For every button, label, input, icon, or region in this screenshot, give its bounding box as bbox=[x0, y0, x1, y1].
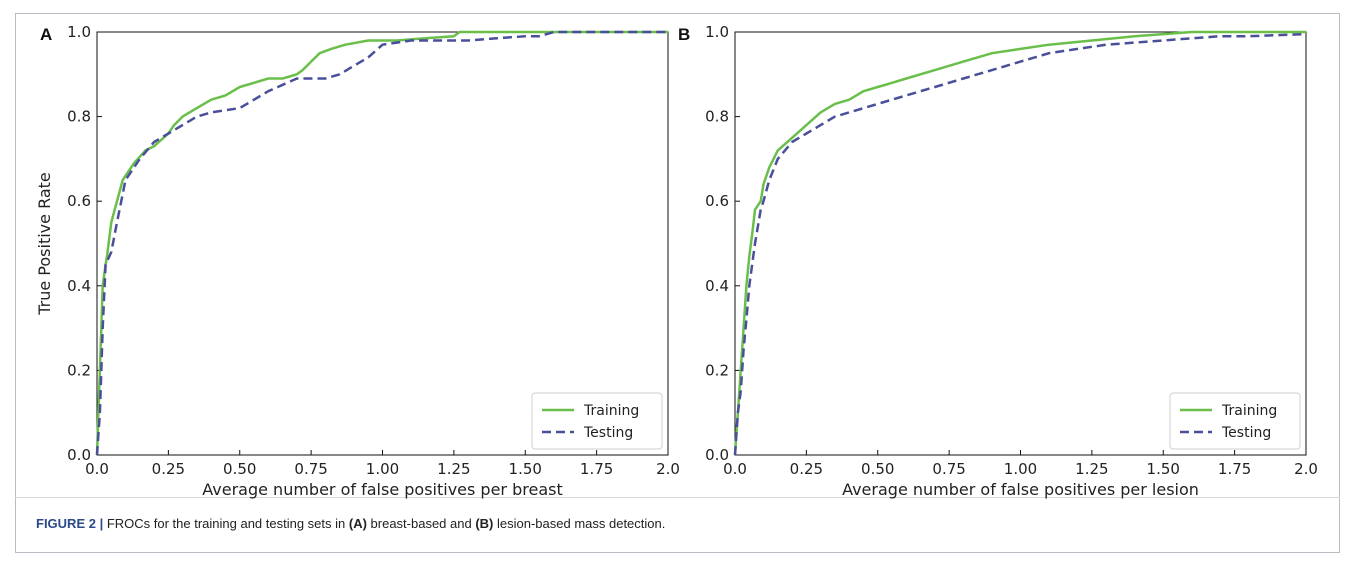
panel-b-series-testing bbox=[733, 32, 1307, 456]
caption-text-2: breast-based and bbox=[366, 516, 476, 531]
panel-b-series-training bbox=[733, 30, 1306, 456]
panel-b-x-tick-label: 0.50 bbox=[861, 460, 894, 478]
panel-b-x-tick-label: 1.50 bbox=[1147, 460, 1180, 478]
panel-a-y-axis-label: True Positive Rate bbox=[35, 172, 54, 316]
panel-b-x-axis-label: Average number of false positives per le… bbox=[842, 480, 1199, 499]
panel-b-x-tick-label: 1.00 bbox=[1004, 460, 1037, 478]
panel-a: A 0.0 0.25 0.50 0.75 1.00 1.25 1.50 1.75 2.0 0.0 0.… bbox=[35, 23, 680, 499]
caption-separator bbox=[15, 497, 1340, 498]
panel-a-x-tick-label: 0.50 bbox=[223, 460, 256, 478]
figure-caption: FIGURE 2 | FROCs for the training and te… bbox=[36, 516, 665, 531]
panel-b-y-tick-label: 0.6 bbox=[705, 192, 729, 210]
panel-b-x-tick-label: 0.75 bbox=[932, 460, 965, 478]
panel-a-y-tick-label: 0.2 bbox=[67, 361, 91, 379]
panel-b-x-tick-label: 0.25 bbox=[790, 460, 823, 478]
panel-a-legend-label-testing: Testing bbox=[583, 425, 633, 441]
panel-a-x-tick-label: 2.0 bbox=[656, 460, 680, 478]
panel-b-x-tick-label: 2.0 bbox=[1294, 460, 1318, 478]
panel-b-x-tick-label: 1.75 bbox=[1218, 460, 1251, 478]
panel-a-x-tick-label: 0.75 bbox=[294, 460, 327, 478]
caption-ref-a: (A) bbox=[348, 516, 367, 531]
panel-b-y-tick-label: 0.2 bbox=[705, 361, 729, 379]
panel-a-y-tick-label: 0.6 bbox=[67, 192, 91, 210]
panel-a-series-testing bbox=[95, 30, 668, 456]
panel-a-x-tick-label: 1.50 bbox=[509, 460, 542, 478]
panel-b-legend-label-testing: Testing bbox=[1221, 425, 1271, 441]
panel-b-y-tick-label: 0.0 bbox=[705, 446, 729, 464]
panel-b-legend-label-training: Training bbox=[1221, 403, 1277, 419]
panel-b-x-tick-label: 1.25 bbox=[1075, 460, 1108, 478]
panel-a-plot-frame bbox=[96, 31, 669, 456]
panel-a-y-tick-label: 1.0 bbox=[67, 23, 91, 41]
panel-b-y-tick-label: 0.8 bbox=[705, 108, 729, 126]
panel-b-x-tick-label: 0.0 bbox=[723, 460, 747, 478]
panel-b: B 0.0 0.25 0.50 0.75 1.00 1.25 1.50 1.75 2.0 0.0 0.… bbox=[678, 23, 1318, 499]
panel-b-y-tick-label: 1.0 bbox=[705, 23, 729, 41]
caption-ref-b: (B) bbox=[475, 516, 494, 531]
panel-a-legend-label-training: Training bbox=[583, 403, 639, 419]
panel-a-y-tick-label: 0.8 bbox=[67, 108, 91, 126]
panel-a-letter: A bbox=[40, 25, 52, 44]
panel-a-x-tick-label: 0.0 bbox=[85, 460, 109, 478]
panel-a-x-tick-label: 1.00 bbox=[366, 460, 399, 478]
panel-b-y-tick-label: 0.4 bbox=[705, 277, 729, 295]
panel-a-x-tick-label: 0.25 bbox=[152, 460, 185, 478]
panel-b-legend-box bbox=[1169, 392, 1301, 450]
panel-a-legend-box bbox=[531, 392, 663, 450]
caption-text-3: lesion-based mass detection. bbox=[493, 516, 666, 531]
panel-a-x-tick-label: 1.75 bbox=[580, 460, 613, 478]
panel-b-letter: B bbox=[678, 25, 690, 44]
panel-a-y-tick-label: 0.0 bbox=[67, 446, 91, 464]
panel-a-y-tick-label: 0.4 bbox=[67, 277, 91, 295]
panel-b-plot-frame bbox=[734, 31, 1307, 456]
panel-a-x-tick-label: 1.25 bbox=[437, 460, 470, 478]
panel-a-x-axis-label: Average number of false positives per br… bbox=[202, 480, 562, 499]
figure-frame bbox=[15, 13, 1340, 553]
caption-label: FIGURE 2 | bbox=[36, 516, 104, 531]
panel-a-series-training bbox=[95, 30, 668, 456]
caption-text-1: FROCs for the training and testing sets … bbox=[103, 516, 349, 531]
